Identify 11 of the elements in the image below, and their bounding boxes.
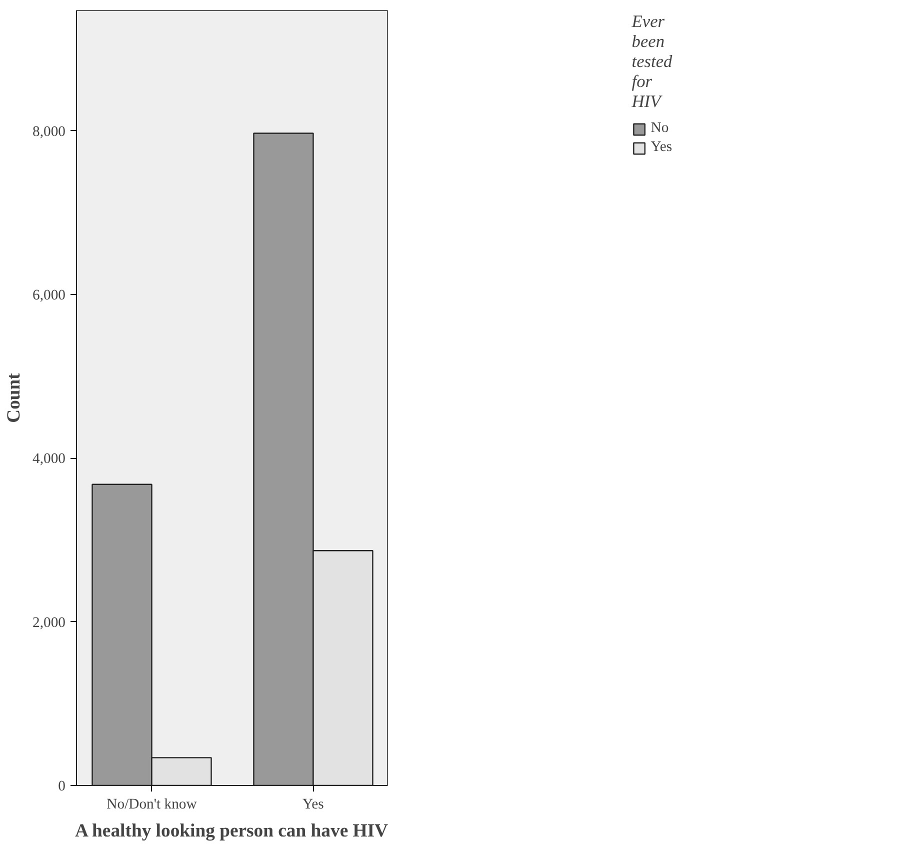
y-tick-label: 8,000 bbox=[32, 124, 66, 140]
y-tick-label: 2,000 bbox=[32, 614, 66, 631]
y-tick-label: 0 bbox=[58, 778, 66, 794]
legend-title: Ever been tested for HIV bbox=[632, 12, 672, 112]
legend-label: No bbox=[650, 120, 670, 137]
y-tick-label: 4,000 bbox=[32, 451, 66, 468]
x-axis-title: A healthy looking person can have HIV bbox=[74, 820, 389, 842]
y-axis-title: Count bbox=[4, 372, 25, 423]
y-tick-label: 6,000 bbox=[32, 287, 66, 304]
legend-label: Yes bbox=[650, 139, 672, 156]
x-tick-label: No/Don't know bbox=[106, 796, 198, 812]
